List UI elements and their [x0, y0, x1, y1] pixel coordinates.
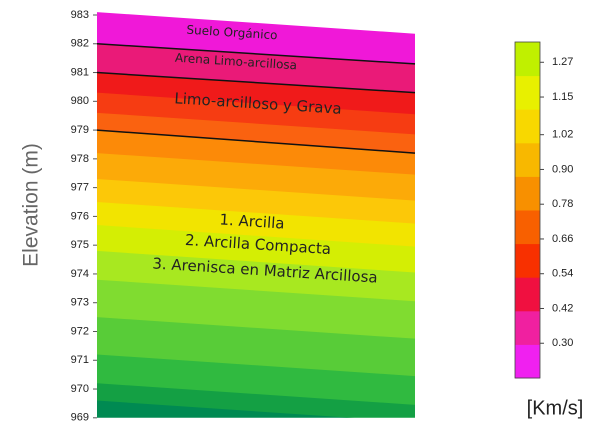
- colorbar-band: [515, 243, 540, 278]
- contour-band: [97, 72, 415, 115]
- y-tick-label: 974: [71, 268, 89, 280]
- colorbar-band: [515, 142, 540, 177]
- y-tick-label: 970: [71, 383, 89, 395]
- colorbar-tick-label: 0.78: [552, 198, 573, 210]
- field: [97, 12, 415, 418]
- colorbar-band: [515, 75, 540, 110]
- contour-band: [97, 92, 415, 135]
- contour-band: [97, 279, 415, 340]
- contour-band: [97, 400, 352, 418]
- y-tick-label: 979: [71, 124, 89, 136]
- colorbar-tick-label: 0.66: [552, 233, 573, 245]
- y-tick-label: 981: [71, 66, 89, 78]
- contour-band: [97, 383, 415, 418]
- contour-band: [97, 153, 415, 202]
- colorbar-band: [515, 210, 540, 245]
- annotation: Suelo Orgánico: [186, 23, 278, 43]
- y-tick-label: 980: [71, 95, 89, 107]
- contour-band: [97, 202, 415, 248]
- y-tick-label: 975: [71, 239, 89, 251]
- layer-boundary: [96, 43, 416, 65]
- contour-band: [97, 317, 415, 377]
- colorbar-band: [515, 42, 540, 77]
- y-axis-label: Elevation (m): [20, 143, 43, 267]
- colorbar-tick-label: 0.42: [552, 302, 573, 314]
- contour-band: [97, 354, 415, 406]
- contour-band: [97, 43, 415, 94]
- y-tick-label: 969: [71, 412, 89, 424]
- contour-band: [97, 12, 415, 65]
- y-tick-label: 982: [71, 38, 89, 50]
- colorbar-band: [515, 109, 540, 144]
- colorbar-tick-label: 1.02: [552, 129, 573, 141]
- colorbar-band: [515, 277, 540, 312]
- colorbar-label: [Km/s]: [527, 397, 584, 419]
- colorbar-band: [515, 176, 540, 211]
- y-tick-label: 976: [71, 210, 89, 222]
- contour-band: [97, 112, 415, 154]
- colorbar-frame: [514, 41, 541, 379]
- y-tick-label: 973: [71, 297, 89, 309]
- colorbar-tick-label: 1.27: [552, 56, 573, 68]
- colorbar-tick-label: 1.15: [552, 91, 573, 103]
- y-tick-label: 971: [71, 354, 89, 366]
- contour-band: [97, 130, 415, 176]
- layer-boundary: [96, 71, 416, 94]
- contour-band: [97, 250, 415, 302]
- colorbar-band: [515, 310, 540, 345]
- contour-band: [97, 225, 415, 274]
- y-tick-label: 983: [71, 9, 89, 21]
- colorbar-tick-label: 0.30: [552, 337, 573, 349]
- annotation: 1. Arcilla: [219, 210, 285, 232]
- colorbar-tick-label: 0.54: [552, 268, 573, 280]
- y-tick-label: 972: [71, 325, 89, 337]
- y-tick-label: 977: [71, 182, 89, 194]
- contour-band: [97, 178, 415, 225]
- layer-boundary: [96, 129, 416, 154]
- y-tick-label: 978: [71, 153, 89, 165]
- colorbar-tick-label: 0.90: [552, 163, 573, 175]
- colorbar-band: [515, 344, 540, 379]
